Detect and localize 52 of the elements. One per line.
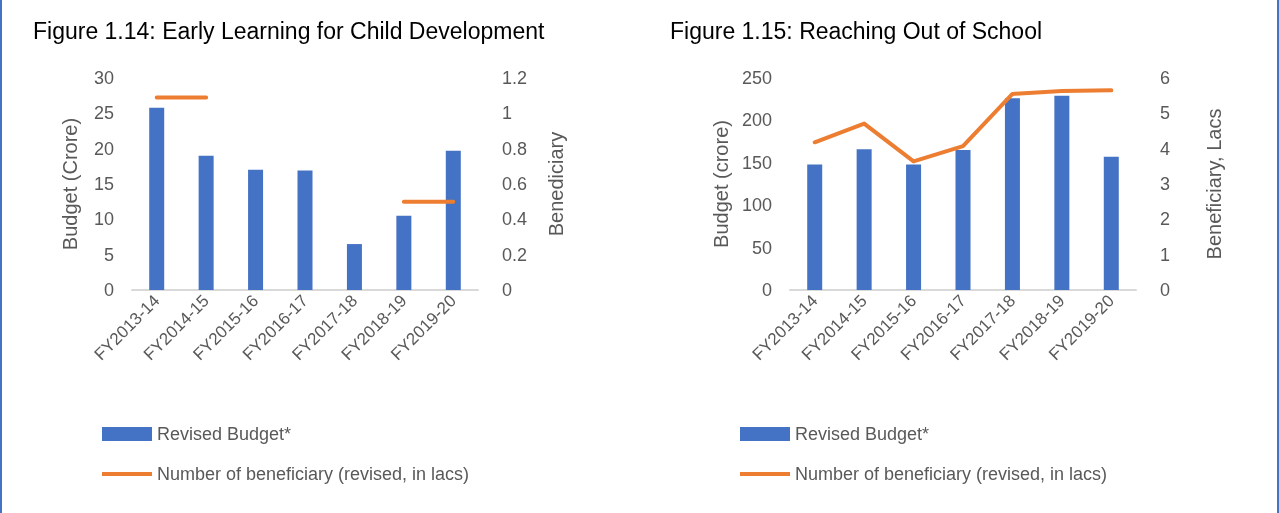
bar [149,107,165,290]
y-tick-label: 100 [741,195,772,216]
y2-tick-label: 2 [1160,209,1171,230]
y-tick-label: 150 [741,152,772,173]
bar [1103,156,1119,290]
chart-title: Figure 1.14: Early Learning for Child Development [33,17,545,44]
y-tick-label: 15 [93,174,114,194]
bar [856,149,872,290]
y-tick-label: 50 [751,237,772,258]
legend-label: Number of beneficiary (revised, in lacs) [795,464,1108,484]
y-tick-label: 200 [741,110,772,131]
bar [445,150,461,290]
y2-tick-label: 0.2 [502,244,528,265]
y2-tick-label: 0.6 [502,174,528,194]
y2-tick-label: 3 [1160,174,1171,194]
y2-tick-label: 4 [1160,138,1171,159]
y-tick-label: 250 [741,68,772,88]
y2-tick-label: 0.8 [502,138,528,159]
y2-tick-label: 0 [502,280,513,300]
y2-axis-title: Benediciary [545,131,567,237]
bar [1004,98,1020,290]
y2-tick-label: 6 [1160,68,1171,88]
line-series [812,88,1114,164]
y-tick-label: 0 [103,280,114,300]
y-axis-title: Budget (crore) [710,120,733,248]
bar [396,215,412,290]
chart-title: Figure 1.15: Reaching Out of School [670,17,1043,44]
legend-label: Number of beneficiary (revised, in lacs) [157,464,470,484]
bar [248,169,264,290]
y2-tick-label: 1 [1160,244,1171,265]
y-tick-label: 10 [93,209,114,230]
y2-tick-label: 1 [502,103,513,124]
y-tick-label: 20 [93,138,114,159]
bar [1054,95,1070,290]
legend-label: Revised Budget* [157,424,292,444]
y2-tick-label: 0 [1160,280,1171,300]
bar [297,170,313,290]
legend-label: Revised Budget* [795,424,930,444]
bar [346,244,362,290]
bar [906,164,922,290]
bar [807,164,823,290]
y2-axis-title: Beneficiary, Lacs [1203,108,1225,260]
y-tick-label: 25 [93,103,114,124]
y-tick-label: 5 [103,244,114,265]
y2-tick-label: 1.2 [502,68,528,88]
bar [955,150,971,290]
y2-tick-label: 0.4 [502,209,528,230]
y-axis-title: Budget (Crore) [59,117,81,251]
y-tick-label: 30 [93,68,114,88]
y-tick-label: 0 [761,280,772,300]
y2-tick-label: 5 [1160,103,1171,124]
bar [198,155,214,290]
